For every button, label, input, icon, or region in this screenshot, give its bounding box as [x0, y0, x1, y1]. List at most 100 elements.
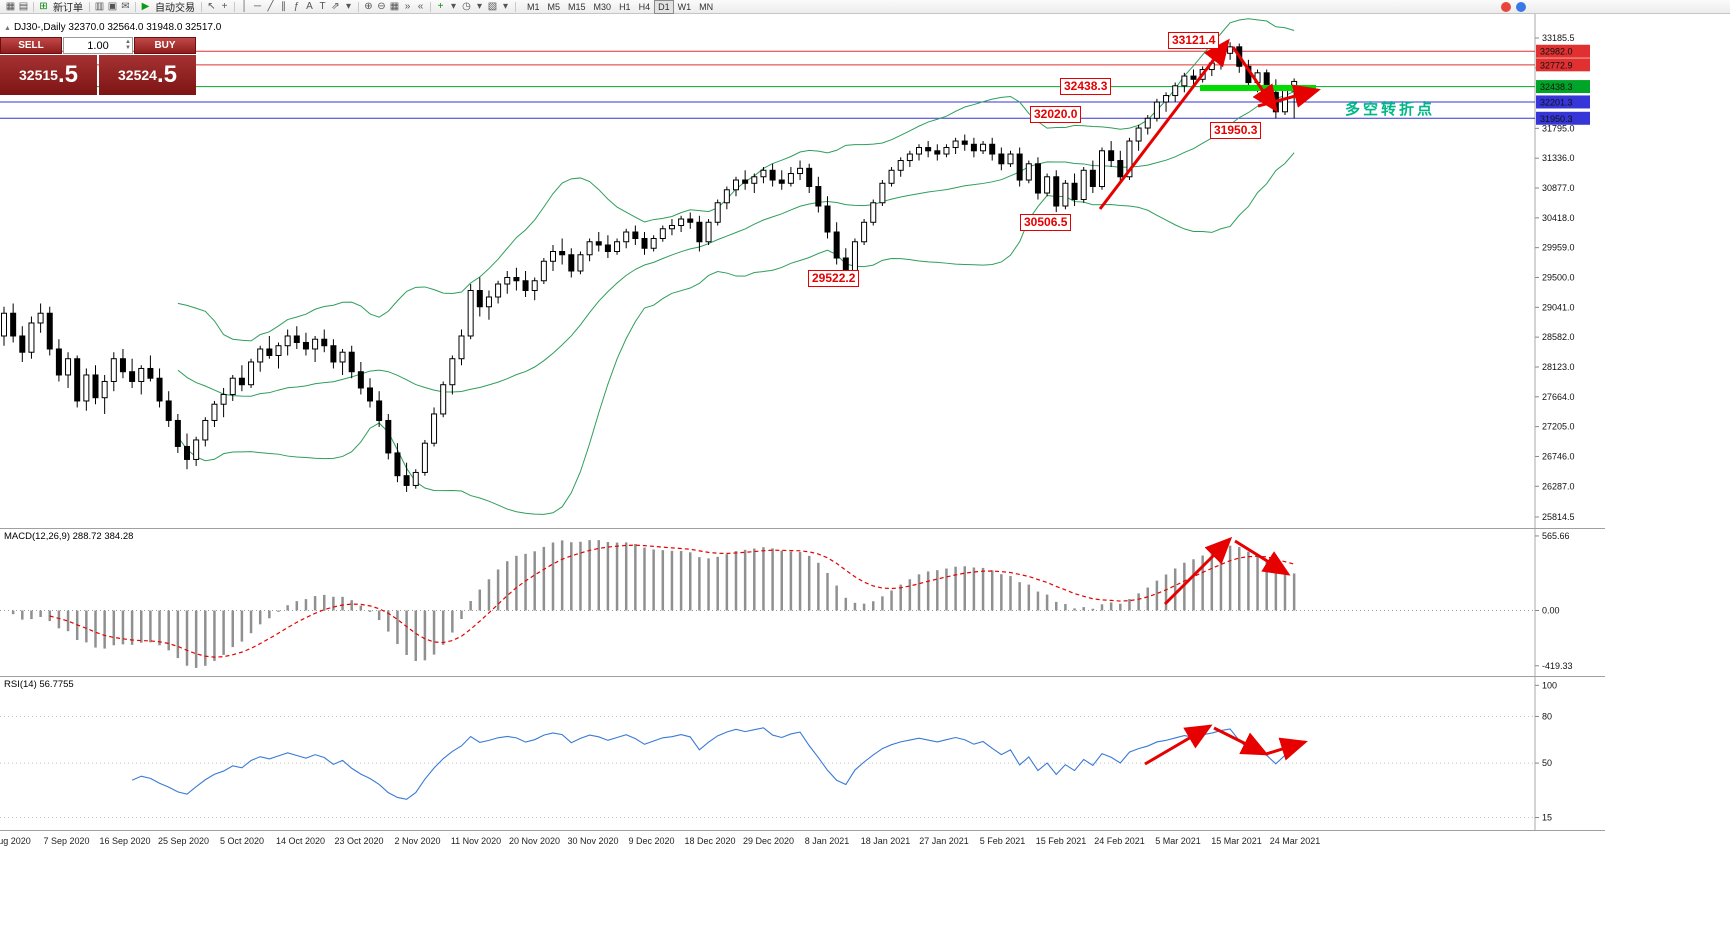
- indicators-dropdown-icon[interactable]: ▾: [450, 1, 457, 12]
- sell-price[interactable]: 32515.5: [0, 55, 97, 95]
- svg-text:26287.0: 26287.0: [1542, 481, 1575, 491]
- indicators-icon[interactable]: +: [437, 1, 444, 12]
- date-label: 23 Oct 2020: [334, 836, 384, 846]
- price-annotation[interactable]: 31950.3: [1210, 122, 1262, 139]
- timeframe-mn[interactable]: MN: [699, 1, 714, 12]
- price-chart-panel[interactable]: 33185.532726.031795.031336.030877.030418…: [0, 14, 1605, 528]
- data-window-icon[interactable]: ▣: [107, 1, 118, 12]
- date-label: 25 Sep 2020: [157, 836, 210, 846]
- lot-size-input[interactable]: 1.00 ▲ ▼: [63, 37, 133, 54]
- timeframe-w1[interactable]: W1: [677, 1, 692, 12]
- svg-text:33185.5: 33185.5: [1542, 33, 1575, 43]
- date-label: 5 Mar 2021: [1155, 836, 1201, 846]
- svg-text:27664.0: 27664.0: [1542, 392, 1575, 402]
- profiles-icon[interactable]: ▤: [18, 1, 29, 12]
- svg-text:50: 50: [1542, 758, 1552, 768]
- toolbar-separator: [358, 1, 359, 12]
- periods-icon[interactable]: ◷: [462, 1, 471, 12]
- spinner-up-icon[interactable]: ▲: [125, 39, 131, 45]
- svg-text:32772.9: 32772.9: [1540, 60, 1573, 70]
- svg-text:31950.3: 31950.3: [1540, 114, 1573, 124]
- sell-button[interactable]: SELL: [0, 37, 62, 54]
- timeframe-bar: M1 M5 M15 M30 H1 H4 D1 W1 MN: [523, 0, 717, 14]
- date-label: 16 Sep 2020: [99, 836, 151, 846]
- templates-dropdown-icon[interactable]: ▾: [502, 1, 509, 12]
- candles-layer: [1, 42, 1298, 492]
- chart-shift-icon[interactable]: «: [417, 1, 424, 12]
- lot-size-value: 1.00: [87, 39, 109, 52]
- timeframe-h4[interactable]: H4: [638, 1, 651, 12]
- objects-dropdown-icon[interactable]: ▾: [345, 1, 352, 12]
- buy-button[interactable]: BUY: [134, 37, 196, 54]
- lot-spinner[interactable]: ▲ ▼: [125, 39, 131, 51]
- mailbox-icon[interactable]: ✉: [121, 1, 130, 12]
- timeframe-m5[interactable]: M5: [547, 1, 561, 12]
- macd-panel[interactable]: 565.66 0.00 -419.33: [0, 528, 1605, 676]
- chart-area[interactable]: 33185.532726.031795.031336.030877.030418…: [0, 14, 1730, 937]
- date-label: 18 Jan 2021: [860, 836, 911, 846]
- tile-windows-icon[interactable]: ▦: [389, 1, 400, 12]
- vertical-line-icon[interactable]: │: [241, 1, 248, 12]
- buy-price[interactable]: 32524.5: [99, 55, 196, 95]
- new-order-icon[interactable]: ⊞: [39, 1, 48, 12]
- label-icon[interactable]: T: [319, 1, 326, 12]
- timeframe-m1[interactable]: M1: [527, 1, 540, 12]
- text-icon[interactable]: A: [306, 1, 313, 12]
- toolbar-separator: [430, 1, 431, 12]
- autotrade-icon[interactable]: ▶: [141, 1, 150, 12]
- macd-signal-line: [49, 544, 1295, 658]
- svg-text:32982.0: 32982.0: [1540, 47, 1573, 57]
- fibonacci-icon[interactable]: ƒ: [293, 1, 300, 12]
- rsi-panel[interactable]: 100 80 50 15: [0, 676, 1605, 830]
- zoom-out-icon[interactable]: ⊖: [377, 1, 386, 12]
- price-annotation[interactable]: 32020.0: [1030, 106, 1082, 123]
- svg-text:29500.0: 29500.0: [1542, 272, 1575, 282]
- one-click-trading-panel: SELL 1.00 ▲ ▼ BUY 32515.5 32524.5: [0, 37, 196, 95]
- market-watch-icon[interactable]: ▥: [94, 1, 105, 12]
- date-label: 18 Dec 2020: [684, 836, 736, 846]
- price-annotation[interactable]: 33121.4: [1168, 32, 1220, 49]
- templates-icon[interactable]: ▧: [487, 1, 498, 12]
- price-annotation[interactable]: 29522.2: [808, 270, 860, 287]
- date-axis[interactable]: 8 Aug 2020 7 Sep 2020 16 Sep 2020 25 Sep 20…: [0, 830, 1605, 854]
- autotrade-button[interactable]: 自动交易: [155, 3, 195, 14]
- toolbar-separator: [515, 1, 516, 12]
- toolbar-icons: ▦ ▤ ⊞ 新订单 ▥ ▣ ✉ ▶ 自动交易 ↖ + │ ─ ╱ ∥ ƒ A T ⇗ ▾ ⊕ ⊖ ▦» «+ ▾ ◷ ▾ ▧ ▾: [4, 0, 519, 14]
- timeframe-m15[interactable]: M15: [568, 1, 586, 12]
- horizontal-line-icon[interactable]: ─: [253, 1, 262, 12]
- date-label: 15 Mar 2021: [1211, 836, 1262, 846]
- zoom-in-icon[interactable]: ⊕: [364, 1, 373, 12]
- crosshair-icon[interactable]: +: [221, 1, 228, 12]
- price-annotation[interactable]: 32438.3: [1060, 78, 1112, 95]
- svg-text:30418.0: 30418.0: [1542, 213, 1575, 223]
- chart-note-text[interactable]: 多空转折点: [1345, 101, 1436, 118]
- periods-dropdown-icon[interactable]: ▾: [476, 1, 483, 12]
- cursor-icon[interactable]: ↖: [207, 1, 216, 12]
- date-label: 8 Jan 2021: [804, 836, 850, 846]
- new-chart-icon[interactable]: ▦: [5, 1, 16, 12]
- auto-scroll-icon[interactable]: »: [404, 1, 411, 12]
- svg-text:31336.0: 31336.0: [1542, 153, 1575, 163]
- channel-icon[interactable]: ∥: [281, 1, 286, 12]
- arrows-tool-icon[interactable]: ⇗: [331, 1, 340, 12]
- new-order-button[interactable]: 新订单: [53, 3, 83, 14]
- timeframe-d1[interactable]: D1: [654, 0, 674, 14]
- toolbar-separator: [135, 1, 136, 12]
- date-label: 5 Oct 2020: [219, 836, 265, 846]
- ohlc-toggle-icon[interactable]: ▲: [4, 25, 11, 32]
- svg-text:0.00: 0.00: [1542, 606, 1560, 616]
- community-icon[interactable]: [1516, 1, 1526, 12]
- notifications-icon[interactable]: [1501, 1, 1511, 12]
- timeframe-h1[interactable]: H1: [619, 1, 631, 12]
- price-annotation[interactable]: 30506.5: [1020, 214, 1072, 231]
- bollinger-bands-layer: [177, 18, 1295, 515]
- trendline-icon[interactable]: ╱: [267, 1, 274, 12]
- toolbar-separator: [33, 1, 34, 12]
- timeframe-m30[interactable]: M30: [593, 1, 612, 12]
- toolbar-separator: [234, 1, 235, 12]
- svg-text:-419.33: -419.33: [1542, 661, 1573, 671]
- spinner-down-icon[interactable]: ▼: [125, 45, 131, 51]
- svg-text:565.66: 565.66: [1542, 531, 1570, 541]
- date-label: 24 Feb 2021: [1094, 836, 1145, 846]
- svg-text:100: 100: [1542, 680, 1557, 690]
